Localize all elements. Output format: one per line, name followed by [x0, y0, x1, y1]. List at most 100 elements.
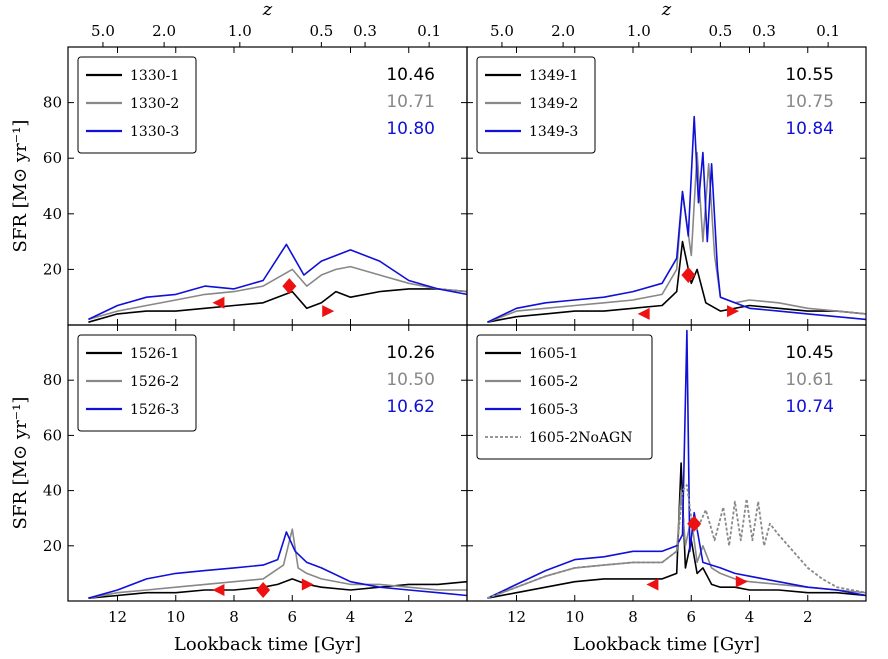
z-tick-label: 0.1 [816, 22, 840, 40]
stellar-mass-value: 10.71 [386, 92, 435, 112]
x-tick-label: 6 [686, 608, 696, 626]
y-tick-label: 40 [43, 482, 62, 500]
x-tick-label: 2 [803, 608, 813, 626]
stellar-mass-value: 10.61 [785, 370, 834, 390]
legend-box [77, 56, 197, 154]
stellar-mass-value: 10.75 [785, 92, 834, 112]
series-line-1526-1 [88, 578, 467, 599]
legend-box [476, 334, 653, 460]
x-tick-label: 2 [404, 608, 414, 626]
stellar-mass-value: 10.80 [386, 119, 435, 139]
y-tick-label: 80 [43, 94, 62, 112]
series-line-1526-3 [88, 531, 467, 599]
z-tick-label: 5.0 [91, 22, 115, 40]
stellar-mass-value: 10.55 [785, 65, 834, 85]
panel-1526: 20 40 60 80 12 10 8 6 4 2 1526-1 1526-2 1526-3 10.26 1… [43, 324, 468, 626]
series-line-1330-3 [88, 243, 467, 321]
y-tick-label: 60 [43, 149, 62, 167]
stellar-mass-value: 10.62 [386, 397, 435, 417]
series-group [88, 243, 467, 323]
legend-label-1605-3: 1605-3 [529, 402, 578, 418]
series-line-1330-1 [88, 288, 467, 323]
marker-diamond [282, 278, 297, 295]
series-line-1330-2 [88, 265, 467, 321]
x-tick-label: 8 [628, 608, 638, 626]
panel-1605: 12 10 8 6 4 2 1605-1 1605-2 1605-3 1605-2NoAGN 10.… [466, 324, 867, 626]
legend-label-1526-3: 1526-3 [130, 402, 179, 418]
marker-triangle-left [646, 578, 659, 591]
marker-triangle-left [212, 583, 225, 596]
x-tick-label: 4 [346, 608, 356, 626]
stellar-mass-value: 10.26 [386, 343, 435, 363]
series-line-1605-3 [487, 329, 866, 599]
legend-box [77, 334, 197, 432]
marker-triangle-left [212, 296, 225, 309]
series-line-1526-2 [88, 528, 467, 599]
y-axis-label: SFR [M⊙ yr⁻¹] [10, 120, 31, 253]
series-line-1349-3 [487, 115, 866, 323]
stellar-mass-value: 10.46 [386, 65, 435, 85]
z-tick-label: 0.3 [752, 22, 776, 40]
legend-label-1526-2: 1526-2 [130, 374, 179, 390]
y-tick-label: 20 [43, 537, 62, 555]
z-axis-label: z [262, 0, 273, 20]
y-tick-label: 40 [43, 205, 62, 223]
panel-frame [466, 324, 867, 602]
legend-label-1526-1: 1526-1 [130, 346, 179, 362]
stellar-mass-value: 10.50 [386, 370, 435, 390]
legend-label-1349-2: 1349-2 [529, 96, 578, 112]
z-tick-label: 0.1 [417, 22, 441, 40]
legend-label-1330-2: 1330-2 [130, 96, 179, 112]
x-tick-label: 12 [507, 608, 526, 626]
series-group [487, 329, 866, 600]
z-tick-label: 1.0 [627, 22, 651, 40]
legend-label-1349-1: 1349-1 [529, 68, 578, 84]
z-tick-label: 2.0 [551, 22, 575, 40]
x-tick-label: 10 [166, 608, 185, 626]
stellar-mass-value: 10.84 [785, 119, 834, 139]
x-tick-label: 12 [108, 608, 127, 626]
y-axis-label: SFR [M⊙ yr⁻¹] [10, 397, 31, 530]
y-tick-label: 80 [43, 371, 62, 389]
legend-label-1605-1: 1605-1 [529, 346, 578, 362]
panel-1330: 20 40 60 80 5.0 2.0 1.0 0.5 0.3 0.1 z 1330-1 1330-2 1… [43, 0, 468, 326]
marker-triangle-right [735, 575, 748, 588]
legend-label-1349-3: 1349-3 [529, 124, 578, 140]
x-tick-label: 10 [565, 608, 584, 626]
stellar-mass-value: 10.45 [785, 343, 834, 363]
marker-triangle-right [727, 305, 740, 318]
y-tick-label: 20 [43, 260, 62, 278]
panel-1349: 5.0 2.0 1.0 0.5 0.3 0.1 z 1349-1 1349-2 1349-3 10.… [466, 0, 867, 326]
marker-diamond [681, 266, 696, 283]
z-tick-label: 0.5 [708, 22, 732, 40]
series-line-1605-2NoAGN [487, 484, 866, 600]
z-tick-label: 0.3 [353, 22, 377, 40]
marker-triangle-left [637, 307, 650, 320]
x-axis-label: Lookback time [Gyr] [174, 634, 361, 655]
z-axis-label: z [661, 0, 672, 20]
legend-box [476, 56, 596, 154]
legend-label-1605-2: 1605-2 [529, 374, 578, 390]
z-tick-label: 1.0 [228, 22, 252, 40]
marker-diamond [687, 515, 702, 532]
x-axis-label: Lookback time [Gyr] [573, 634, 760, 655]
x-tick-label: 8 [229, 608, 239, 626]
x-tick-label: 6 [287, 608, 297, 626]
legend-label-1330-1: 1330-1 [130, 68, 179, 84]
stellar-mass-value: 10.74 [785, 397, 834, 417]
y-tick-label: 60 [43, 426, 62, 444]
z-tick-label: 2.0 [152, 22, 176, 40]
series-group [88, 528, 467, 599]
series-line-1349-1 [487, 240, 866, 323]
series-line-1605-1 [487, 462, 866, 599]
marker-diamond [256, 581, 271, 598]
z-tick-label: 0.5 [309, 22, 333, 40]
series-group [487, 115, 866, 323]
marker-triangle-right [301, 578, 314, 591]
legend-label-1605-2NoAGN: 1605-2NoAGN [529, 430, 633, 446]
marker-triangle-right [322, 305, 335, 318]
legend-label-1330-3: 1330-3 [130, 124, 179, 140]
series-line-1349-2 [487, 151, 866, 323]
z-tick-label: 5.0 [490, 22, 514, 40]
